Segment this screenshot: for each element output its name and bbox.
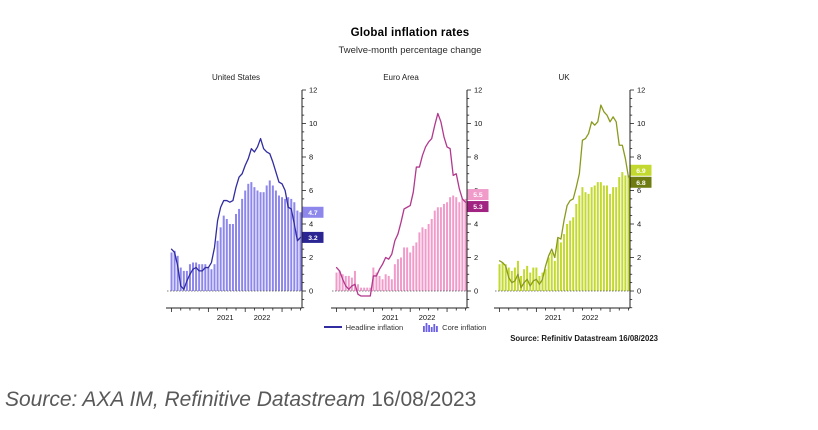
svg-text:12: 12	[309, 86, 317, 95]
svg-text:2022: 2022	[419, 313, 436, 322]
svg-text:2022: 2022	[582, 313, 599, 322]
svg-text:3.2: 3.2	[308, 235, 318, 242]
svg-text:6.8: 6.8	[636, 180, 646, 187]
svg-text:10: 10	[637, 119, 645, 128]
svg-text:2: 2	[309, 253, 313, 262]
core-inflation-bars	[498, 172, 630, 291]
panel-uk: UK 2021 2022 0 2 4 6 8 10 12 6.9 6.8	[494, 73, 652, 322]
svg-text:6: 6	[309, 186, 313, 195]
value-label-line: 6.8	[630, 176, 652, 188]
panel-euro-area: Euro Area202120220246810125.55.3	[331, 73, 489, 322]
panel-united-states: United States 2021 2022 0 2 4 6 8 10 12 4.7 3.2	[166, 73, 324, 322]
value-label-line: 3.2	[302, 231, 324, 243]
value-label-bar: 5.5	[467, 189, 489, 201]
y-axis: 0 2 4 6 8 10 12	[301, 86, 317, 309]
core-inflation-bars	[170, 180, 302, 291]
panel-title: United States	[212, 73, 260, 82]
core-bars-swatch-icon	[423, 323, 438, 332]
svg-text:4: 4	[637, 220, 641, 229]
chart-title: Global inflation rates	[350, 27, 470, 39]
svg-text:5.3: 5.3	[473, 204, 483, 211]
value-label-line: 5.3	[467, 201, 489, 213]
svg-text:2021: 2021	[217, 313, 234, 322]
svg-text:4.7: 4.7	[308, 210, 318, 217]
headline-inflation-line	[498, 104, 630, 289]
svg-text:8: 8	[474, 153, 478, 162]
value-label-bar: 4.7	[302, 206, 324, 218]
panel-title: UK	[558, 73, 570, 82]
legend-core-label: Core inflation	[442, 322, 487, 332]
svg-text:6.9: 6.9	[636, 168, 646, 175]
y-axis: 0 2 4 6 8 10 12	[629, 86, 645, 309]
svg-text:2021: 2021	[382, 313, 399, 322]
svg-text:0: 0	[309, 287, 313, 296]
svg-text:2022: 2022	[254, 313, 271, 322]
svg-text:10: 10	[309, 119, 317, 128]
svg-text:10: 10	[474, 119, 482, 128]
page-caption: Source: AXA IM, Refinitive Datastream 16/…	[5, 388, 476, 412]
chart-subtitle: Twelve-month percentage change	[338, 45, 482, 56]
panel-title: Euro Area	[383, 73, 419, 82]
svg-text:2021: 2021	[545, 313, 562, 322]
x-axis: 2021 2022	[331, 307, 467, 322]
svg-text:2: 2	[637, 253, 641, 262]
value-label-bar: 6.9	[630, 164, 652, 176]
headline-inflation-line	[335, 112, 467, 297]
x-axis: 2021 2022	[166, 307, 302, 322]
svg-text:5.5: 5.5	[473, 192, 483, 199]
caption-date: 16/08/2023	[371, 388, 477, 411]
svg-text:12: 12	[474, 86, 482, 95]
svg-text:12: 12	[637, 86, 645, 95]
svg-text:4: 4	[309, 220, 313, 229]
svg-text:6: 6	[637, 186, 641, 195]
svg-text:8: 8	[309, 153, 313, 162]
legend-headline-label: Headline inflation	[345, 322, 404, 332]
chart-legend: Headline inflation Core inflation	[290, 322, 520, 332]
svg-text:0: 0	[637, 287, 641, 296]
svg-text:2: 2	[474, 253, 478, 262]
caption-source-text: Source: AXA IM, Refinitive Datastream	[5, 388, 366, 411]
headline-line-swatch-icon	[323, 326, 342, 328]
svg-text:0: 0	[474, 287, 478, 296]
svg-text:8: 8	[637, 153, 641, 162]
headline-inflation-line	[170, 137, 302, 290]
legend-item-core: Core inflation	[423, 322, 486, 332]
svg-text:4: 4	[474, 220, 478, 229]
chart-source-note: Source: Refinitiv Datastream 16/08/2023	[510, 334, 658, 343]
core-inflation-bars	[335, 195, 467, 291]
legend-item-headline: Headline inflation	[323, 322, 404, 332]
x-axis: 2021 2022	[494, 307, 630, 322]
